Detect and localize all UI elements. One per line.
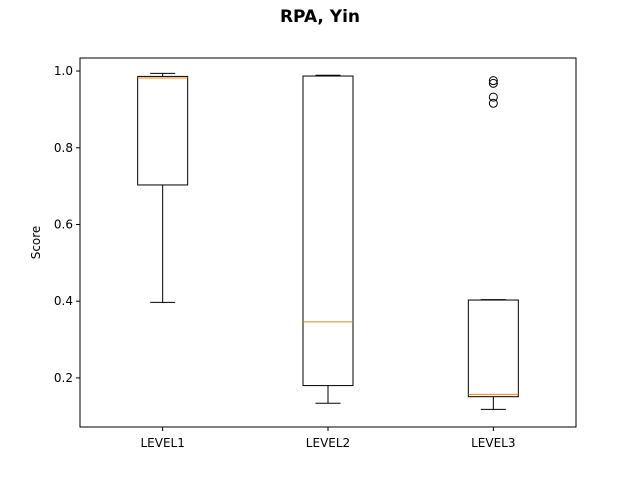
iqr-box xyxy=(137,75,189,186)
plot-area xyxy=(79,57,577,428)
outlier-point xyxy=(488,98,498,108)
x-tick-label: LEVEL3 xyxy=(471,436,515,450)
y-axis-label: Score xyxy=(29,226,43,260)
y-tick-label: 0.8 xyxy=(54,141,73,155)
outlier-point xyxy=(488,78,498,88)
iqr-box xyxy=(302,75,354,387)
box-level2 xyxy=(302,74,354,404)
y-tick-label: 0.4 xyxy=(54,294,73,308)
x-tick-label: LEVEL2 xyxy=(306,436,350,450)
y-tick-label: 0.2 xyxy=(54,371,73,385)
x-tick-label: LEVEL1 xyxy=(140,436,184,450)
outlier-point xyxy=(488,76,498,86)
chart-title: RPA, Yin xyxy=(279,7,361,27)
iqr-box xyxy=(467,299,519,398)
y-tick-label: 1.0 xyxy=(54,64,73,78)
y-tick-label: 0.6 xyxy=(54,217,73,231)
box-level1 xyxy=(137,72,189,303)
box-level3 xyxy=(467,76,519,410)
outlier-point xyxy=(488,92,498,102)
